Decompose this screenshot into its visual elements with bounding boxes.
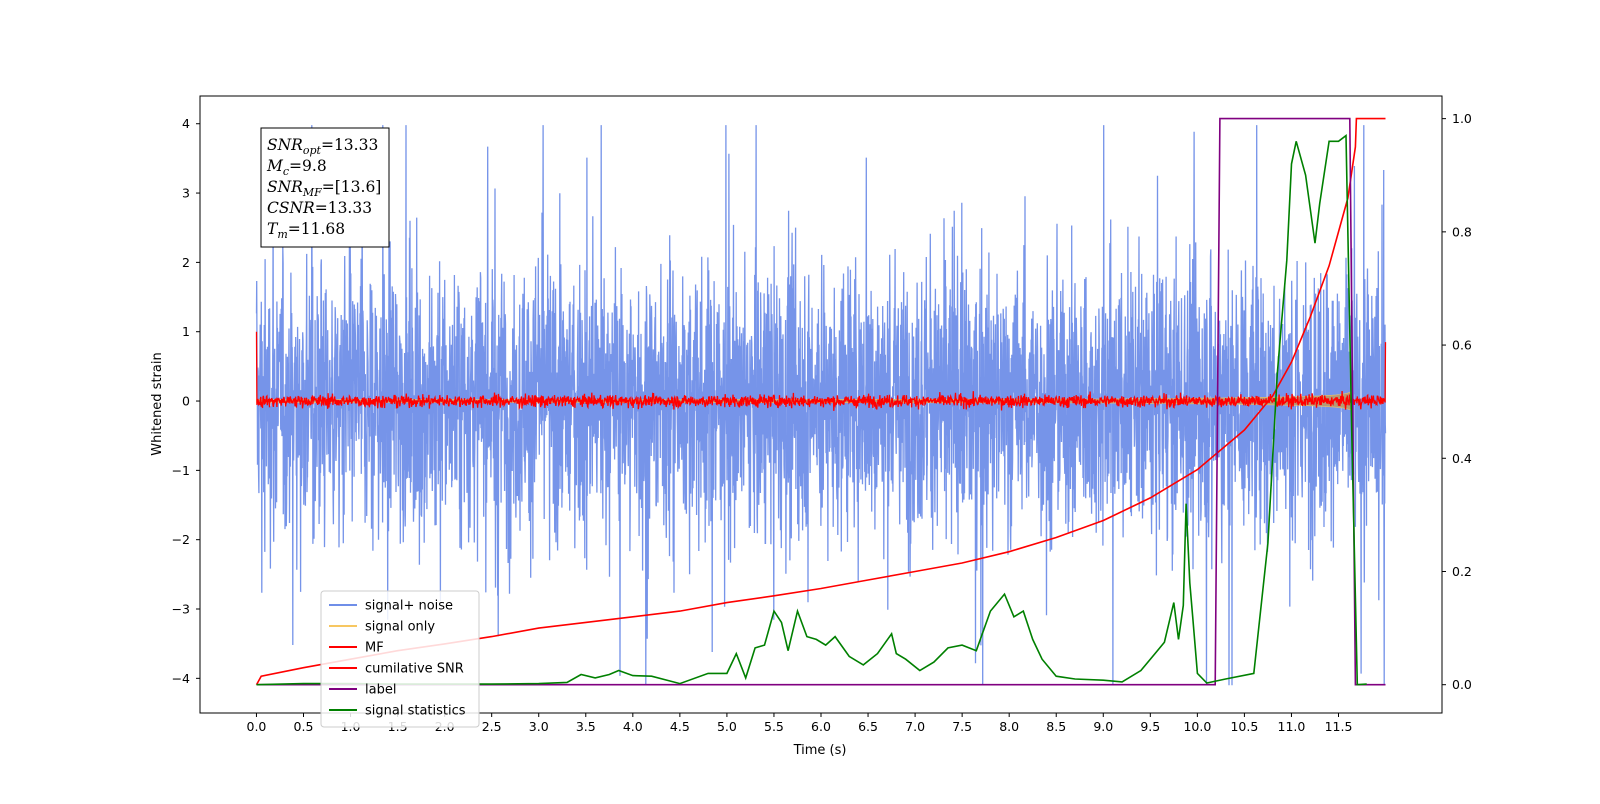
- info-value: =13.33: [321, 136, 378, 154]
- info-subscript: m: [277, 228, 287, 241]
- x-axis-label: Time (s): [793, 743, 847, 758]
- x-tick-label: 0.0: [247, 719, 267, 734]
- y-left-tick-label: 2: [182, 255, 190, 270]
- series-mf: [255, 331, 1387, 411]
- info-value: =13.33: [315, 199, 372, 217]
- x-tick-label: 6.5: [858, 719, 878, 734]
- x-tick-label: 6.0: [811, 719, 831, 734]
- x-tick-label: 4.0: [623, 719, 643, 734]
- legend-entry-label: cumilative SNR: [365, 662, 464, 677]
- info-symbol: M: [266, 157, 284, 175]
- x-tick-label: 4.5: [670, 719, 690, 734]
- y-left-tick-label: 4: [182, 116, 190, 131]
- info-symbol: SNR: [267, 136, 303, 154]
- info-box-line: Tm=11.68: [267, 220, 345, 241]
- x-tick-label: 9.5: [1140, 719, 1160, 734]
- legend-entry-label: signal+ noise: [365, 599, 453, 614]
- x-tick-label: 0.5: [294, 719, 314, 734]
- y-left-axis-ticks: 4 3 2 1 0 −1 −2 −3 −4: [172, 116, 200, 686]
- x-tick-label: 5.0: [717, 719, 737, 734]
- y-left-tick-label: −4: [172, 671, 190, 686]
- info-value: =11.68: [288, 220, 345, 238]
- info-box-line: SNRopt=13.33: [267, 136, 378, 157]
- x-tick-label: 9.0: [1093, 719, 1113, 734]
- y-right-tick-label: 0.4: [1452, 451, 1472, 466]
- y-right-tick-label: 0.6: [1452, 338, 1472, 353]
- y-right-tick-label: 0.2: [1452, 564, 1472, 579]
- y-left-tick-label: −3: [172, 602, 190, 617]
- x-tick-label: 3.5: [576, 719, 596, 734]
- y-left-tick-label: −1: [172, 463, 190, 478]
- legend-entry-label: label: [365, 683, 396, 698]
- legend: signal+ noise signal only MF cumilative SNR…: [320, 590, 480, 728]
- x-tick-label: 5.5: [764, 719, 784, 734]
- x-tick-label: 11.5: [1325, 719, 1353, 734]
- x-tick-label: 10.0: [1183, 719, 1211, 734]
- series-signal-statistics: [256, 134, 1367, 686]
- legend-entry-label: signal statistics: [365, 704, 466, 719]
- legend-entry-label: MF: [365, 641, 384, 656]
- info-subscript: c: [283, 165, 289, 178]
- x-tick-label: 8.0: [999, 719, 1019, 734]
- info-symbol: T: [267, 220, 279, 238]
- y-left-tick-label: 0: [182, 394, 190, 409]
- x-tick-label: 11.0: [1278, 719, 1306, 734]
- info-box-frame: [260, 127, 390, 248]
- info-subscript: MF: [302, 186, 322, 199]
- series-signal-plus-noise: [255, 125, 1387, 686]
- y-right-tick-label: 0.8: [1452, 224, 1472, 239]
- x-tick-label: 8.5: [1046, 719, 1066, 734]
- info-box-line: Mc=9.8: [266, 157, 327, 178]
- y-left-tick-label: 1: [182, 324, 190, 339]
- y-right-axis-ticks: 1.0 0.8 0.6 0.4 0.2 0.0: [1442, 111, 1472, 692]
- y-left-tick-label: −2: [172, 532, 190, 547]
- y-left-tick-label: 3: [182, 186, 190, 201]
- info-box-line: CSNR=13.33: [267, 199, 372, 217]
- y-right-tick-label: 0.0: [1452, 677, 1472, 692]
- legend-entry-label: signal only: [365, 620, 435, 635]
- x-tick-label: 7.0: [905, 719, 925, 734]
- info-box-line: SNRMF=[13.6]: [267, 178, 381, 199]
- legend-frame: [320, 590, 480, 728]
- info-box: SNRopt=13.33Mc=9.8SNRMF=[13.6]CSNR=13.33…: [260, 127, 390, 248]
- y-right-tick-label: 1.0: [1452, 111, 1472, 126]
- info-symbol: SNR: [267, 178, 303, 196]
- y-axis-label: Whitened strain: [150, 352, 165, 455]
- info-value: =9.8: [289, 157, 327, 175]
- info-subscript: opt: [303, 144, 322, 157]
- x-tick-label: 2.5: [482, 719, 502, 734]
- info-value: =[13.6]: [322, 178, 382, 196]
- info-symbol: CSNR: [267, 199, 315, 217]
- x-tick-label: 10.5: [1230, 719, 1258, 734]
- x-tick-label: 3.0: [529, 719, 549, 734]
- x-tick-label: 7.5: [952, 719, 972, 734]
